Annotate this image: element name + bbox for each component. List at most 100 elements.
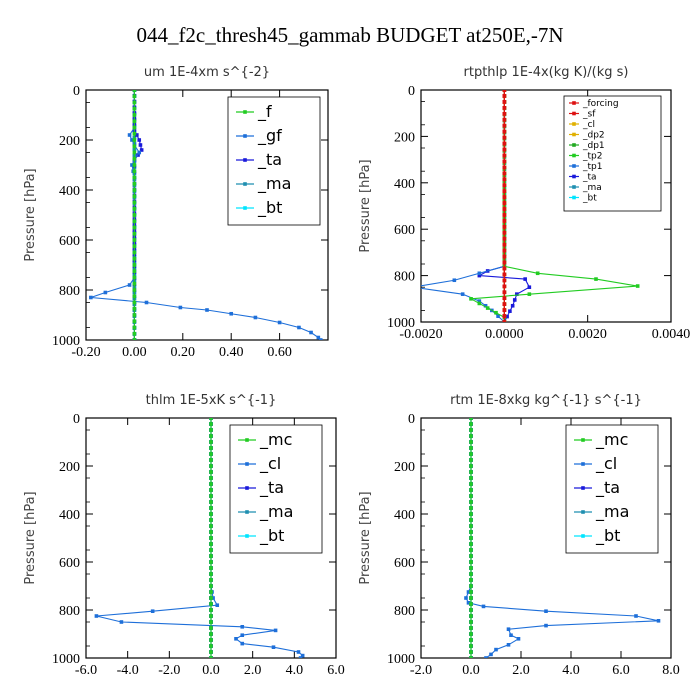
x-tick-label: 6.0 — [612, 663, 630, 678]
data-point — [469, 440, 473, 444]
legend-marker — [245, 438, 249, 442]
data-point — [300, 653, 305, 658]
x-tick-label: 0.0 — [202, 663, 220, 678]
legend-marker — [245, 510, 249, 514]
legend-entry: _ma — [582, 183, 602, 193]
data-point — [209, 446, 213, 450]
x-tick-label: -0.20 — [71, 345, 100, 360]
data-point — [469, 632, 473, 636]
legend-entry: _cl — [259, 454, 281, 474]
x-tick-label: 2.0 — [244, 663, 262, 678]
data-point — [477, 301, 482, 306]
data-point — [506, 643, 511, 647]
data-point — [469, 428, 473, 432]
series-group — [89, 90, 323, 340]
data-point — [132, 169, 137, 174]
data-point — [209, 536, 213, 540]
plot-frame — [420, 89, 672, 323]
y-tick-label: 0 — [408, 412, 415, 427]
legend-marker — [243, 110, 247, 114]
data-point — [502, 296, 507, 301]
data-point — [209, 620, 213, 624]
legend-entry: _dp1 — [582, 141, 605, 151]
data-point — [464, 596, 468, 600]
legend-entry: _ma — [259, 502, 293, 522]
data-point — [209, 626, 213, 630]
data-point — [234, 637, 238, 641]
data-point — [215, 603, 220, 607]
data-point — [502, 195, 507, 199]
data-point — [135, 133, 139, 137]
data-point — [211, 596, 215, 600]
data-point — [209, 644, 213, 648]
chart-panel-1: um 1E-4xm s^{-2} Pressure [hPa] 0 200 400 600… — [23, 65, 329, 360]
legend-marker — [572, 153, 576, 158]
legend-entry: _forcing — [582, 99, 619, 109]
data-point — [502, 153, 507, 158]
y-tick-label: 1000 — [52, 334, 80, 349]
data-point — [411, 285, 415, 289]
data-point — [138, 143, 143, 147]
legend-entry: _f — [257, 102, 272, 122]
data-point — [502, 225, 507, 229]
data-point — [132, 269, 137, 274]
series-line-cl — [465, 418, 659, 658]
data-point — [94, 614, 99, 618]
series-group — [464, 418, 661, 658]
legend-entry: _tp2 — [582, 152, 602, 162]
x-tick-label: 0.00 — [122, 345, 147, 360]
data-point — [253, 315, 258, 320]
legend-entry: _ta — [582, 173, 597, 183]
x-tick-label: -4.0 — [117, 663, 139, 678]
legend-marker — [245, 462, 249, 466]
data-point — [240, 641, 245, 646]
data-point — [132, 281, 137, 286]
data-point — [502, 201, 507, 205]
data-point — [132, 250, 137, 255]
x-tick-label: 0.0020 — [568, 327, 607, 342]
data-point — [502, 111, 507, 116]
data-point — [132, 319, 137, 324]
y-tick-label: 400 — [394, 508, 415, 523]
data-point — [469, 418, 473, 420]
data-point — [309, 330, 313, 335]
data-point — [544, 623, 548, 628]
panel-title: um 1E-4xm s^{-2} — [144, 65, 270, 80]
data-point — [132, 119, 137, 124]
data-point — [469, 464, 473, 468]
data-point — [502, 129, 507, 134]
y-tick-label: 800 — [394, 604, 415, 619]
legend-entry: _cl — [595, 454, 617, 474]
legend-marker — [245, 534, 249, 538]
data-point — [469, 596, 473, 600]
legend-marker — [572, 143, 576, 147]
data-point — [469, 512, 473, 516]
data-point — [502, 248, 507, 253]
data-point — [209, 494, 213, 498]
data-point — [502, 123, 507, 128]
data-point — [502, 117, 507, 122]
data-point — [271, 645, 276, 649]
data-point — [132, 263, 137, 267]
data-point — [515, 292, 519, 296]
data-point — [209, 638, 213, 642]
data-point — [132, 144, 137, 149]
data-point — [502, 284, 507, 289]
data-point — [469, 458, 473, 462]
legend-entry: _bt — [259, 526, 284, 546]
data-point — [469, 452, 473, 456]
data-point — [469, 578, 473, 582]
legend-entry: _dp2 — [582, 131, 605, 141]
legend-marker — [572, 195, 576, 200]
data-point — [137, 138, 142, 142]
data-point — [209, 590, 213, 594]
chart-panel-2: rtpthlp 1E-4x(kg K)/(kg s) Pressure [hPa]… — [358, 65, 690, 342]
data-point — [469, 446, 473, 450]
data-point — [209, 572, 213, 576]
data-point — [132, 306, 137, 311]
y-tick-label: 0 — [73, 412, 80, 427]
data-point — [209, 488, 213, 492]
series-line-cl — [96, 418, 304, 658]
data-point — [469, 656, 473, 658]
